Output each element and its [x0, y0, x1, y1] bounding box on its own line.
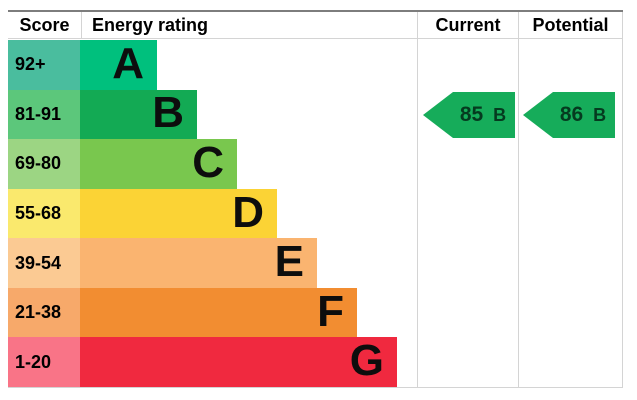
band-letter: G: [349, 336, 384, 386]
energy-band-row: 92+ A: [8, 40, 408, 90]
band-bar: A: [80, 40, 157, 90]
score-column-header: Score: [19, 14, 70, 35]
band-score-range: 69-80: [8, 139, 80, 189]
band-bar: C: [80, 139, 237, 189]
energy-band-row: 69-80 C: [8, 139, 408, 189]
current-rating-arrow: 85 B: [423, 92, 515, 138]
band-score-range: 1-20: [8, 337, 80, 388]
band-bar: B: [80, 88, 197, 140]
band-letter: D: [232, 187, 264, 237]
potential-column-header: Potential: [532, 14, 609, 35]
band-score-range: 55-68: [8, 188, 80, 239]
band-bar: D: [80, 187, 277, 239]
band-bar: G: [80, 336, 397, 388]
band-bar: F: [80, 286, 357, 338]
band-letter: A: [112, 38, 144, 88]
current-column-header: Current: [435, 14, 501, 35]
band-letter: C: [192, 137, 224, 187]
potential-column-right-border: [622, 12, 623, 388]
score-column-divider: [81, 12, 82, 38]
current-column-left-border: [417, 12, 418, 388]
potential-rating-arrow: 86 B: [523, 92, 615, 138]
table-bottom-border: [8, 387, 623, 388]
energy-bands: 92+ A 81-91 B 69-80 C 55-68 D 39-54: [8, 40, 408, 388]
energy-band-row: 55-68 D: [8, 187, 408, 239]
band-score-range: 39-54: [8, 238, 80, 288]
current-rating-value: 85: [459, 103, 484, 126]
current-rating-band: B: [493, 104, 507, 125]
band-letter: B: [152, 88, 184, 138]
energy-band-row: 1-20 G: [8, 336, 408, 388]
energy-band-row: 39-54 E: [8, 238, 408, 288]
energy-band-row: 81-91 B: [8, 88, 408, 140]
potential-rating-value: 86: [559, 103, 584, 126]
band-letter: E: [274, 237, 304, 287]
header-bottom-border: [8, 38, 623, 39]
energy-band-row: 21-38 F: [8, 286, 408, 338]
energy-rating-column-header: Energy rating: [92, 14, 209, 35]
table-top-border: [8, 10, 623, 12]
band-letter: F: [317, 286, 344, 336]
band-score-range: 92+: [8, 40, 80, 90]
current-column-right-border: [518, 12, 519, 388]
band-score-range: 21-38: [8, 287, 80, 338]
potential-rating-band: B: [593, 104, 607, 125]
band-score-range: 81-91: [8, 89, 80, 140]
band-bar: E: [80, 238, 317, 288]
